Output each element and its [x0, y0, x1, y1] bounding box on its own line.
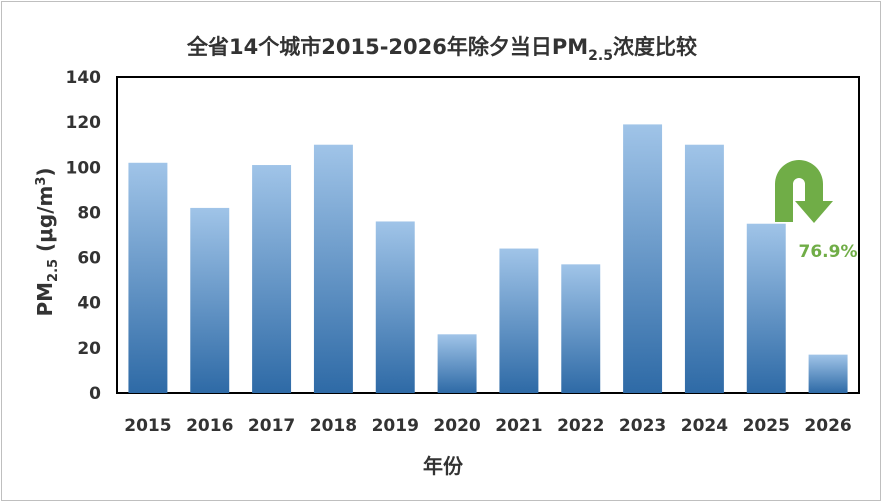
x-tick-label: 2021: [495, 416, 542, 436]
x-tick-label: 2025: [743, 416, 790, 436]
y-tick-label: 20: [77, 339, 101, 359]
bar-2024: [684, 144, 724, 393]
bar-2025: [746, 223, 786, 393]
x-tick-labels: 2015 2016 2017 2018 2019 2020 2021 2022 2023 2024…: [124, 416, 851, 436]
y-axis-title: PM2.5 (μg/m3): [33, 167, 61, 316]
x-tick-label: 2017: [248, 416, 295, 436]
y-tick-label: 80: [77, 203, 101, 223]
x-tick-label: 2016: [186, 416, 233, 436]
u-turn-arrow-icon: [775, 160, 833, 223]
bar-2018: [313, 144, 353, 393]
y-tick-label: 120: [66, 113, 102, 133]
x-tick-label: 2019: [372, 416, 419, 436]
bar-2015: [128, 162, 168, 393]
bar-2023: [623, 124, 663, 394]
plot-area: [116, 76, 860, 394]
decrease-annotation: 76.9%: [775, 160, 857, 262]
x-tick-label: 2018: [310, 416, 357, 436]
x-tick-label: 2022: [557, 416, 604, 436]
bar-2019: [375, 221, 415, 393]
x-tick-label: 2020: [433, 416, 480, 436]
svg-text:PM2.5 (μg/m3): PM2.5 (μg/m3): [33, 167, 61, 316]
y-tick-label: 40: [77, 294, 101, 314]
decrease-percentage: 76.9%: [799, 242, 858, 262]
x-tick-label: 2015: [124, 416, 171, 436]
x-tick-label: 2023: [619, 416, 666, 436]
bar-2017: [252, 165, 292, 393]
chart-title: 全省14个城市2015-2026年除夕当日PM2.5浓度比较: [186, 35, 697, 64]
y-tick-labels: 0 20 40 60 80 100 120 140: [66, 68, 102, 404]
y-tick-label: 0: [89, 384, 101, 404]
bar-2020: [437, 334, 477, 393]
chart-title-subscript: 2.5: [588, 48, 613, 64]
bar-2026: [808, 354, 848, 393]
x-tick-label: 2024: [681, 416, 728, 436]
y-tick-label: 60: [77, 249, 101, 269]
bar-2016: [190, 207, 230, 393]
y-tick-label: 140: [66, 68, 102, 88]
y-tick-label: 100: [66, 158, 102, 178]
bar-2022: [561, 264, 601, 393]
bar-2021: [499, 248, 539, 393]
bar-series: [128, 124, 848, 394]
x-tick-label: 2026: [804, 416, 851, 436]
x-axis-title: 年份: [423, 454, 464, 478]
